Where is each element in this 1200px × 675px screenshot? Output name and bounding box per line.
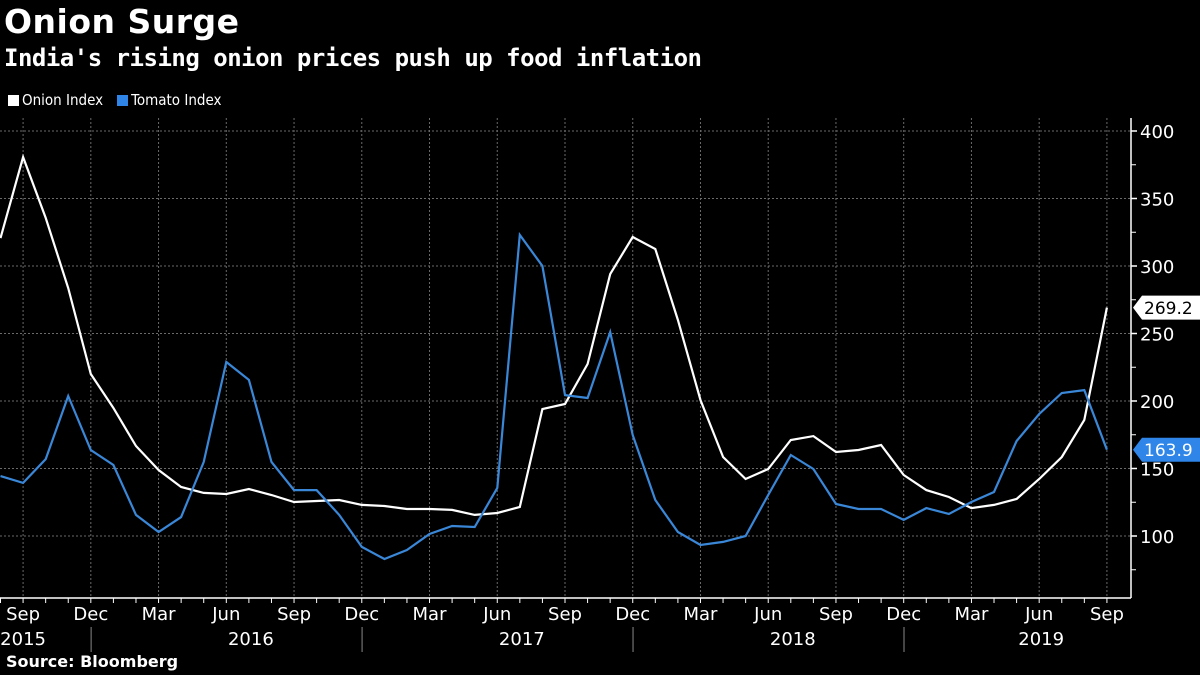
x-tick-label: Jun xyxy=(482,604,511,625)
source-note: Source: Bloomberg xyxy=(6,652,179,671)
x-tick-label: Sep xyxy=(6,604,40,625)
year-label: 2019 xyxy=(1018,629,1064,650)
x-tick-label: Dec xyxy=(73,604,108,625)
series-line-onion-index xyxy=(0,153,1108,517)
x-tick-label: Dec xyxy=(886,604,921,625)
year-label: 2016 xyxy=(228,629,274,650)
legend-item-onion: Onion Index xyxy=(8,91,103,109)
y-tick-label: 250 xyxy=(1140,325,1174,346)
legend-swatch-onion xyxy=(8,94,19,106)
legend: Onion Index Tomato Index xyxy=(8,91,235,109)
grid xyxy=(0,118,1131,598)
y-tick-label: 350 xyxy=(1140,190,1174,211)
x-tick-label: Sep xyxy=(1090,604,1124,625)
x-tick-label: Mar xyxy=(142,604,177,625)
x-tick-label: Jun xyxy=(211,604,240,625)
x-tick-label: Sep xyxy=(819,604,853,625)
legend-label-onion: Onion Index xyxy=(22,91,104,109)
chart-title: Onion Surge xyxy=(4,2,240,41)
chart-subtitle: India's rising onion prices push up food… xyxy=(4,44,702,72)
year-label: 2018 xyxy=(770,629,816,650)
x-tick-label: Dec xyxy=(615,604,650,625)
end-label-text: 163.9 xyxy=(1144,441,1193,461)
y-tick-label: 150 xyxy=(1140,460,1174,481)
x-tick-label: Sep xyxy=(548,604,582,625)
year-label: 2017 xyxy=(499,629,545,650)
end-label-badge xyxy=(1133,295,1200,320)
x-tick-label: Mar xyxy=(413,604,448,625)
x-tick-label: Jun xyxy=(1024,604,1053,625)
y-tick-label: 100 xyxy=(1140,527,1174,548)
legend-label-tomato: Tomato Index xyxy=(131,91,222,109)
series-lines xyxy=(0,153,1108,561)
y-tick-label: 200 xyxy=(1140,392,1174,413)
end-label-badge xyxy=(1133,437,1200,462)
x-tick-label: Mar xyxy=(683,604,718,625)
x-tick-label: Jun xyxy=(753,604,782,625)
y-tick-label: 300 xyxy=(1140,257,1174,278)
series-line-tomato-index xyxy=(0,231,1108,561)
y-tick-label: 400 xyxy=(1140,122,1174,143)
year-label: 2015 xyxy=(0,629,46,650)
x-tick-label: Dec xyxy=(344,604,379,625)
x-axis: Sep Dec Mar Jun Sep Dec Mar Jun Sep Dec Mar Jun Sep D… xyxy=(0,597,1131,652)
end-labels: 269.2 163.9 xyxy=(1133,295,1200,462)
x-tick-label: Sep xyxy=(277,604,311,625)
y-axis: 100 150 200 250 300 350 400 xyxy=(1130,118,1174,598)
x-tick-label: Mar xyxy=(954,604,989,625)
end-label-text: 269.2 xyxy=(1144,299,1193,319)
legend-item-tomato: Tomato Index xyxy=(117,91,221,109)
legend-swatch-tomato xyxy=(117,94,129,106)
